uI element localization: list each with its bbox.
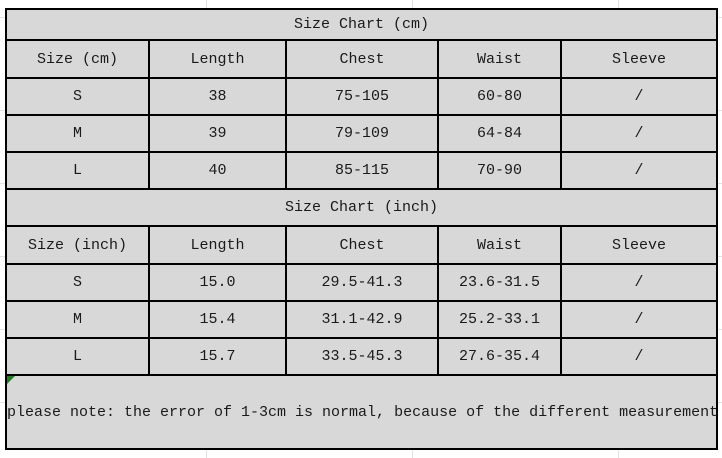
cell-sleeve: / [560, 263, 718, 302]
cell-chest: 85-115 [285, 151, 439, 190]
cell-sleeve: / [560, 114, 718, 153]
cell-length: 15.7 [148, 337, 287, 376]
table-header-row-cm: Size (cm) Length Chest Waist Sleeve [5, 39, 718, 79]
table-row-l-cm: L 40 85-115 70-90 / [5, 151, 718, 190]
cell-waist: 70-90 [437, 151, 562, 190]
note-cell: please note: the error of 1-3cm is norma… [5, 374, 718, 450]
cell-sleeve: / [560, 300, 718, 339]
cell-size: S [5, 77, 150, 116]
cell-size: L [5, 337, 150, 376]
cell-chest: 75-105 [285, 77, 439, 116]
column-header-waist-inch: Waist [437, 225, 562, 265]
table-title-cm: Size Chart (cm) [5, 8, 718, 41]
cell-chest: 79-109 [285, 114, 439, 153]
cell-length: 15.4 [148, 300, 287, 339]
cell-waist: 23.6-31.5 [437, 263, 562, 302]
column-header-sleeve-inch: Sleeve [560, 225, 718, 265]
cell-waist: 25.2-33.1 [437, 300, 562, 339]
column-header-waist-cm: Waist [437, 39, 562, 79]
cell-length: 40 [148, 151, 287, 190]
column-header-chest-inch: Chest [285, 225, 439, 265]
table-header-row-inch: Size (inch) Length Chest Waist Sleeve [5, 225, 718, 265]
column-header-length-inch: Length [148, 225, 287, 265]
cell-chest: 31.1-42.9 [285, 300, 439, 339]
cell-length: 15.0 [148, 263, 287, 302]
table-row-l-inch: L 15.7 33.5-45.3 27.6-35.4 / [5, 337, 718, 376]
cell-chest: 33.5-45.3 [285, 337, 439, 376]
cell-chest: 29.5-41.3 [285, 263, 439, 302]
cell-sleeve: / [560, 77, 718, 116]
cell-size: S [5, 263, 150, 302]
size-chart-table: Size Chart (cm) Size (cm) Length Chest W… [5, 8, 718, 450]
table-row-title-cm: Size Chart (cm) [5, 8, 718, 41]
table-row-note: please note: the error of 1-3cm is norma… [5, 374, 718, 450]
column-header-length-cm: Length [148, 39, 287, 79]
column-header-size-cm: Size (cm) [5, 39, 150, 79]
table-row-m-inch: M 15.4 31.1-42.9 25.2-33.1 / [5, 300, 718, 339]
cell-size: M [5, 300, 150, 339]
table-row-s-inch: S 15.0 29.5-41.3 23.6-31.5 / [5, 263, 718, 302]
cell-length: 39 [148, 114, 287, 153]
cell-length: 38 [148, 77, 287, 116]
table-row-title-inch: Size Chart (inch) [5, 188, 718, 227]
comment-indicator-icon [8, 377, 15, 384]
cell-waist: 60-80 [437, 77, 562, 116]
cell-sleeve: / [560, 151, 718, 190]
note-text: please note: the error of 1-3cm is norma… [7, 403, 717, 421]
column-header-size-inch: Size (inch) [5, 225, 150, 265]
table-row-s-cm: S 38 75-105 60-80 / [5, 77, 718, 116]
table-title-inch: Size Chart (inch) [5, 188, 718, 227]
column-header-sleeve-cm: Sleeve [560, 39, 718, 79]
cell-waist: 27.6-35.4 [437, 337, 562, 376]
table-row-m-cm: M 39 79-109 64-84 / [5, 114, 718, 153]
cell-size: M [5, 114, 150, 153]
cell-sleeve: / [560, 337, 718, 376]
cell-waist: 64-84 [437, 114, 562, 153]
column-header-chest-cm: Chest [285, 39, 439, 79]
cell-size: L [5, 151, 150, 190]
